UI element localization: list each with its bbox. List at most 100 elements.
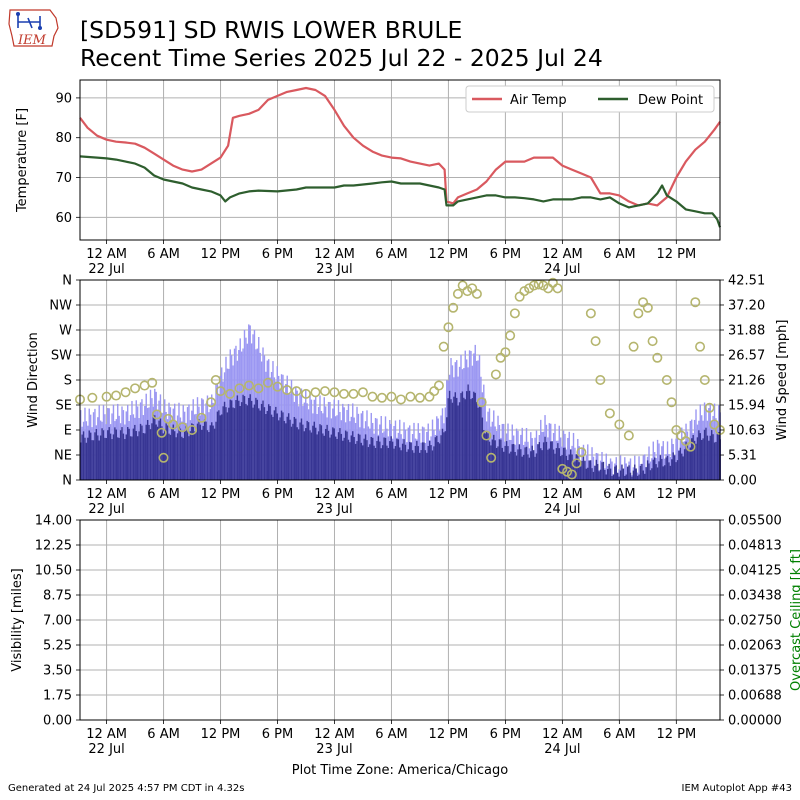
wind-speed-bar xyxy=(379,441,381,480)
wind-speed-bar xyxy=(712,434,714,480)
y2-tick-label: 26.57 xyxy=(728,348,765,363)
wind-speed-bar xyxy=(518,444,521,480)
wind-speed-bar xyxy=(394,446,397,480)
wind-speed-bar xyxy=(98,440,100,480)
wind-speed-bar xyxy=(293,416,296,480)
wind-speed-bar xyxy=(474,392,476,480)
wind-gust-bar xyxy=(252,334,254,480)
wind-speed-bar xyxy=(703,429,706,480)
wind-speed-bar xyxy=(188,436,190,480)
wind-speed-bar xyxy=(315,427,317,480)
wind-speed-bar xyxy=(555,448,558,480)
wind-speed-bar xyxy=(597,463,599,480)
wind-speed-bar xyxy=(652,459,654,480)
wind-speed-bar xyxy=(268,404,270,480)
y-tick-label: N xyxy=(62,474,72,489)
wind-speed-bar xyxy=(669,465,672,480)
wind-speed-bar xyxy=(371,437,374,480)
wind-speed-bar xyxy=(454,392,456,480)
x-tick-label: 6 PM xyxy=(262,247,293,262)
wind-speed-bar xyxy=(531,445,533,480)
wind-speed-bar xyxy=(685,441,687,480)
wind-speed-bar xyxy=(512,444,515,480)
y2-tick-label: 0.02750 xyxy=(728,614,782,629)
wind-direction-marker xyxy=(348,388,359,399)
wind-direction-marker xyxy=(509,308,520,319)
wind-speed-bar xyxy=(139,423,142,480)
wind-speed-bar xyxy=(649,470,652,480)
y-axis-label: Visibility [miles] xyxy=(10,568,25,671)
wind-speed-bar xyxy=(226,412,229,480)
wind-speed-bar xyxy=(464,399,466,480)
wind-speed-bar xyxy=(272,416,274,480)
wind-speed-bar xyxy=(578,462,580,480)
wind-speed-bar xyxy=(443,432,445,480)
wind-speed-bar xyxy=(448,390,451,480)
wind-direction-marker xyxy=(633,308,644,319)
wind-direction-marker xyxy=(623,430,634,441)
wind-speed-bar xyxy=(201,429,203,480)
y-tick-label: E xyxy=(64,424,72,439)
wind-speed-bar xyxy=(386,445,388,480)
wind-speed-bar xyxy=(581,460,583,480)
air-temp-line xyxy=(79,86,721,207)
wind-speed-bar xyxy=(205,421,207,480)
wind-speed-bar xyxy=(327,430,330,480)
wind-direction-marker xyxy=(576,447,587,458)
legend-label-air-temp: Air Temp xyxy=(510,93,567,108)
wind-speed-bar xyxy=(423,442,425,480)
wind-speed-bar xyxy=(178,426,180,480)
wind-speed-bar xyxy=(206,430,209,480)
wind-direction-marker xyxy=(405,391,416,402)
wind-direction-marker xyxy=(709,419,720,430)
wind-speed-bar xyxy=(701,439,703,480)
wind-speed-bar xyxy=(495,447,498,480)
wind-direction-marker xyxy=(151,409,162,420)
wind-speed-bar xyxy=(263,407,266,480)
wind-speed-bar xyxy=(691,438,693,480)
wind-direction-marker xyxy=(206,397,217,408)
wind-speed-bar xyxy=(300,418,303,480)
wind-speed-bar xyxy=(692,435,694,480)
x-tick-label: 12 PM xyxy=(201,247,241,262)
wind-speed-bar xyxy=(522,454,525,480)
wind-direction-marker xyxy=(505,330,516,341)
wind-speed-bar xyxy=(520,449,522,480)
wind-gust-bar xyxy=(624,457,626,480)
y-tick-label: 3.50 xyxy=(43,664,72,679)
wind-speed-bar xyxy=(183,429,186,480)
x-tick-label: 12 AM xyxy=(314,247,355,262)
wind-speed-bar xyxy=(665,457,667,480)
wind-direction-marker xyxy=(168,419,179,430)
wind-speed-bar xyxy=(129,436,132,480)
wind-speed-bar xyxy=(297,429,300,480)
wind-speed-bar xyxy=(285,423,287,480)
wind-speed-bar xyxy=(503,451,505,480)
wind-speed-bar xyxy=(514,451,516,480)
wind-direction-marker xyxy=(291,386,302,397)
wind-speed-bar xyxy=(172,424,174,480)
wind-speed-bar xyxy=(242,394,244,480)
wind-speed-bar xyxy=(339,428,341,480)
wind-speed-bar xyxy=(662,466,664,480)
wind-speed-bar xyxy=(236,395,239,480)
y-tick-label: 70 xyxy=(55,171,72,186)
wind-direction-marker xyxy=(357,387,368,398)
wind-speed-bar xyxy=(579,466,582,480)
wind-speed-bar xyxy=(249,394,251,480)
wind-speed-bar xyxy=(428,440,431,480)
y2-tick-label: 31.88 xyxy=(728,324,765,339)
y-tick-label: 8.75 xyxy=(43,589,72,604)
wind-gust-bar xyxy=(629,458,632,480)
x-tick-label: 12 AM xyxy=(542,487,583,502)
wind-speed-bar xyxy=(390,436,392,480)
wind-speed-bar xyxy=(141,425,143,480)
wind-speed-bar xyxy=(275,406,277,480)
wind-direction-marker xyxy=(528,280,539,291)
timezone-label: Plot Time Zone: America/Chicago xyxy=(291,763,509,778)
wind-speed-bar xyxy=(505,441,508,480)
wind-speed-bar xyxy=(582,455,585,480)
wind-speed-bar xyxy=(389,441,391,480)
wind-speed-bar xyxy=(446,417,448,480)
x-tick-label: 6 AM xyxy=(375,247,408,262)
